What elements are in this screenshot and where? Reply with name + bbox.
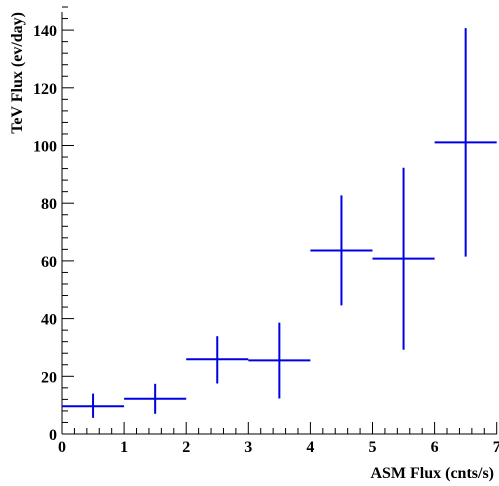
y-tick-label: 120 (33, 81, 57, 98)
y-tick-label: 60 (41, 254, 57, 271)
x-tick-label: 1 (120, 439, 128, 456)
x-axis-title: ASM Flux (cnts/s) (370, 465, 494, 482)
x-tick-label: 2 (182, 439, 190, 456)
y-tick-label: 20 (41, 369, 57, 386)
x-tick-label: 7 (493, 439, 499, 456)
x-tick-label: 0 (58, 439, 66, 456)
x-tick-label: 6 (431, 439, 439, 456)
data-point (124, 383, 187, 414)
data-point (434, 28, 497, 257)
data-point (62, 393, 125, 418)
data-points (62, 28, 497, 418)
y-ticks: 0 20 40 60 80 100 120 140 (33, 6, 74, 444)
data-point (372, 167, 435, 350)
x-tick-label: 3 (244, 439, 252, 456)
y-tick-label: 100 (33, 139, 57, 156)
y-tick-label: 80 (41, 196, 57, 213)
y-tick-label: 140 (33, 23, 57, 40)
y-tick-label: 40 (41, 312, 57, 329)
x-tick-label: 4 (306, 439, 314, 456)
y-axis-title: TeV Flux (ev/day) (9, 12, 26, 134)
data-point (248, 322, 311, 399)
plot-frame (61, 12, 497, 435)
data-point (310, 195, 373, 306)
y-tick-label: 0 (49, 427, 57, 444)
data-point (186, 336, 249, 384)
x-tick-label: 5 (369, 439, 377, 456)
x-ticks: 0 1 2 3 4 5 6 7 (58, 422, 499, 456)
